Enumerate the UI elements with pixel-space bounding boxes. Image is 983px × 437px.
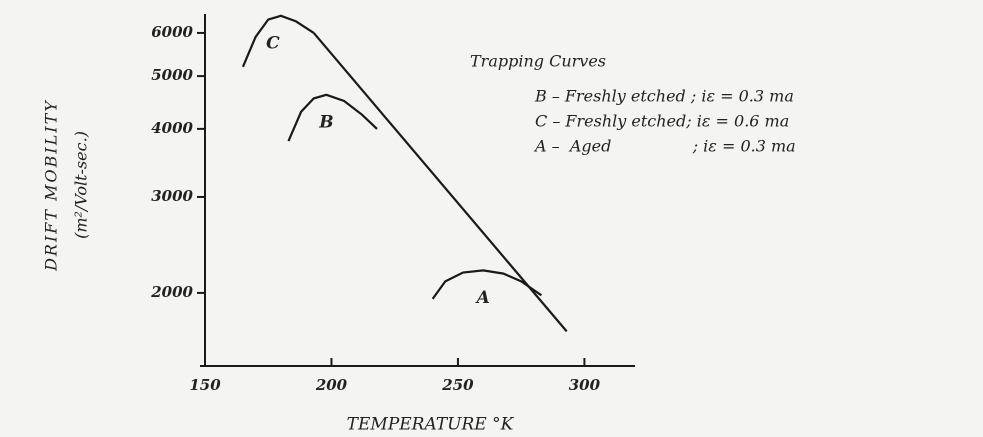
trapping-curve: [241, 14, 315, 68]
trapping-curve: [287, 93, 378, 142]
envelope-line: [312, 32, 568, 333]
curve-label: C: [266, 33, 280, 53]
y-tick-label: 3000: [151, 187, 193, 205]
x-tick-label: 150: [189, 376, 221, 394]
legend-entry: A – Aged ; iε = 0.3 ma: [533, 137, 796, 156]
y-axis-units: (m²/Volt-sec.): [72, 131, 91, 239]
legend-entry: C – Freshly etched; iε = 0.6 ma: [535, 112, 789, 131]
y-tick-label: 6000: [151, 23, 193, 41]
x-axis-label: TEMPERATURE °K: [347, 415, 515, 435]
x-tick-label: 200: [315, 376, 348, 394]
x-tick-label: 300: [569, 376, 601, 394]
y-axis-label: DRIFT MOBILITY: [42, 99, 61, 272]
legend-title: Trapping Curves: [470, 52, 606, 71]
trapping-curve: [431, 269, 543, 300]
legend-entry: B – Freshly etched ; iε = 0.3 ma: [534, 87, 794, 106]
curve-label: A: [475, 288, 490, 308]
y-tick-label: 2000: [150, 283, 193, 301]
x-tick-label: 250: [441, 376, 474, 394]
y-tick-label: 4000: [151, 119, 193, 137]
y-tick-label: 5000: [151, 66, 193, 84]
curve-label: B: [318, 112, 333, 132]
